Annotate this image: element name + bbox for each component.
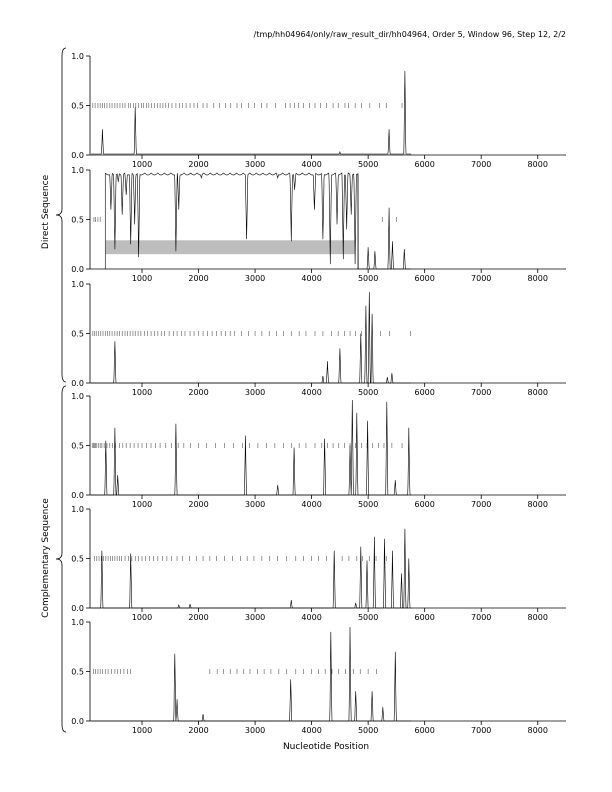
panel-2-series-line xyxy=(105,172,412,270)
panel-5-ytick-label-1: 0.5 xyxy=(71,555,84,564)
complementary-bracket xyxy=(55,385,67,733)
panel-1-xtick-label-3: 4000 xyxy=(301,160,321,169)
panel-4-xtick-label-6: 7000 xyxy=(471,500,491,509)
panel-4-xtick-label-3: 4000 xyxy=(301,500,321,509)
panel-6-xtick-label-1: 2000 xyxy=(188,726,208,735)
panel-4-xtick-label-5: 6000 xyxy=(414,500,434,509)
panel-3-ytick-label-0: 0.0 xyxy=(71,379,84,388)
panel-3-xtick-label-1: 2000 xyxy=(188,388,208,397)
panel-5-ytick-label-0: 0.0 xyxy=(71,604,84,613)
complementary-sequence-label: Complementary Sequence xyxy=(41,498,51,618)
panel-1-xtick-label-2: 3000 xyxy=(245,160,265,169)
direct-bracket xyxy=(55,47,67,383)
panel-6-xtick-label-2: 3000 xyxy=(245,726,265,735)
panel-3-xtick-label-4: 5000 xyxy=(358,388,378,397)
panel-2-xtick-label-5: 6000 xyxy=(414,274,434,283)
panel-4-xtick-label-1: 2000 xyxy=(188,500,208,509)
figure-header: /tmp/hh04964/only/raw_result_dir/hh04964… xyxy=(254,30,566,39)
panel-1-series-line xyxy=(91,70,412,155)
panel-5-xtick-label-1: 2000 xyxy=(188,613,208,622)
panel-1-xtick-label-1: 2000 xyxy=(188,160,208,169)
panel-2-xtick-label-4: 5000 xyxy=(358,274,378,283)
panel-5-xtick-label-5: 6000 xyxy=(414,613,434,622)
panel-1-xtick-label-6: 7000 xyxy=(471,160,491,169)
panel-4-xtick-label-2: 3000 xyxy=(245,500,265,509)
panel-6-xtick-label-4: 5000 xyxy=(358,726,378,735)
panel-5-xtick-label-4: 5000 xyxy=(358,613,378,622)
panel-2: 0.0 0.5 1.0 1000 2000 3000 4000 5000 6000 7000 800… xyxy=(71,166,566,283)
panel-1-xtick-label-5: 6000 xyxy=(414,160,434,169)
panel-6-xtick-label-7: 8000 xyxy=(528,726,548,735)
panel-6-ytick-label-0: 0.0 xyxy=(71,717,84,726)
panel-1-xtick-label-4: 5000 xyxy=(358,160,378,169)
panel-3-xtick-label-2: 3000 xyxy=(245,388,265,397)
panel-4-ytick-label-1: 0.5 xyxy=(71,442,84,451)
panel-2-ytick-label-0: 0.0 xyxy=(71,265,84,274)
panel-4-ytick-label-0: 0.0 xyxy=(71,491,84,500)
panel-1: 0.0 0.5 1.0 1000 2000 3000 4000 5000 6000 7000 800… xyxy=(71,52,566,169)
direct-sequence-label: Direct Sequence xyxy=(41,174,51,249)
panel-3-xtick-label-6: 7000 xyxy=(471,388,491,397)
panel-2-ytick-label-1: 0.5 xyxy=(71,216,84,225)
panel-2-xtick-label-3: 4000 xyxy=(301,274,321,283)
panel-3-ytick-label-1: 0.5 xyxy=(71,330,84,339)
panel-5: 0.0 0.5 1.0 1000 2000 3000 4000 5000 6000 7000 800… xyxy=(71,505,566,622)
panel-4-ytick-label-2: 1.0 xyxy=(71,392,84,401)
panel-5-xtick-label-6: 7000 xyxy=(471,613,491,622)
panel-5-xtick-label-7: 8000 xyxy=(528,613,548,622)
panel-1-ytick-label-1: 0.5 xyxy=(71,102,84,111)
panel-3-xtick-label-7: 8000 xyxy=(528,388,548,397)
panels-layer: 0.0 0.5 1.0 1000 2000 3000 4000 5000 6000 7000 800… xyxy=(71,52,566,735)
panel-6-series-line xyxy=(91,626,412,722)
panel-6-ytick-label-2: 1.0 xyxy=(71,618,84,627)
panel-1-ytick-label-2: 1.0 xyxy=(71,52,84,61)
panel-4-series-line xyxy=(91,399,412,496)
panel-2-xtick-label-2: 3000 xyxy=(245,274,265,283)
panel-3-xtick-label-5: 6000 xyxy=(414,388,434,397)
panel-4-xtick-label-0: 1000 xyxy=(132,500,152,509)
panel-6: 0.0 0.5 1.0 1000 2000 3000 4000 5000 6000 7000 800… xyxy=(71,618,566,735)
panel-6-xtick-label-5: 6000 xyxy=(414,726,434,735)
panel-1-xtick-label-7: 8000 xyxy=(528,160,548,169)
panel-5-xtick-label-0: 1000 xyxy=(132,613,152,622)
panel-5-xtick-label-3: 4000 xyxy=(301,613,321,622)
panel-1-xtick-label-0: 1000 xyxy=(132,160,152,169)
panel-2-xtick-label-1: 2000 xyxy=(188,274,208,283)
x-axis-label: Nucleotide Position xyxy=(283,742,369,752)
panel-2-xtick-label-0: 1000 xyxy=(132,274,152,283)
panel-2-ytick-label-2: 1.0 xyxy=(71,166,84,175)
panel-3-xtick-label-3: 4000 xyxy=(301,388,321,397)
panel-3: 0.0 0.5 1.0 1000 2000 3000 4000 5000 6000 7000 800… xyxy=(71,280,566,397)
panel-2-xtick-label-6: 7000 xyxy=(471,274,491,283)
panel-3-ytick-label-2: 1.0 xyxy=(71,280,84,289)
panel-4: 0.0 0.5 1.0 1000 2000 3000 4000 5000 6000 7000 800… xyxy=(71,392,566,509)
panel-4-xtick-label-7: 8000 xyxy=(528,500,548,509)
panel-5-xtick-label-2: 3000 xyxy=(245,613,265,622)
panel-3-xtick-label-0: 1000 xyxy=(132,388,152,397)
panel-2-band xyxy=(105,240,355,255)
panel-5-ytick-label-2: 1.0 xyxy=(71,505,84,514)
panel-5-series-line xyxy=(91,528,412,609)
panel-4-xtick-label-4: 5000 xyxy=(358,500,378,509)
panel-6-xtick-label-3: 4000 xyxy=(301,726,321,735)
group-brackets xyxy=(55,47,67,733)
panel-6-xtick-label-6: 7000 xyxy=(471,726,491,735)
panel-2-xtick-label-7: 8000 xyxy=(528,274,548,283)
panel-6-xtick-label-0: 1000 xyxy=(132,726,152,735)
panel-3-series-line xyxy=(91,291,412,384)
panel-6-ytick-label-1: 0.5 xyxy=(71,668,84,677)
panel-1-ytick-label-0: 0.0 xyxy=(71,151,84,160)
